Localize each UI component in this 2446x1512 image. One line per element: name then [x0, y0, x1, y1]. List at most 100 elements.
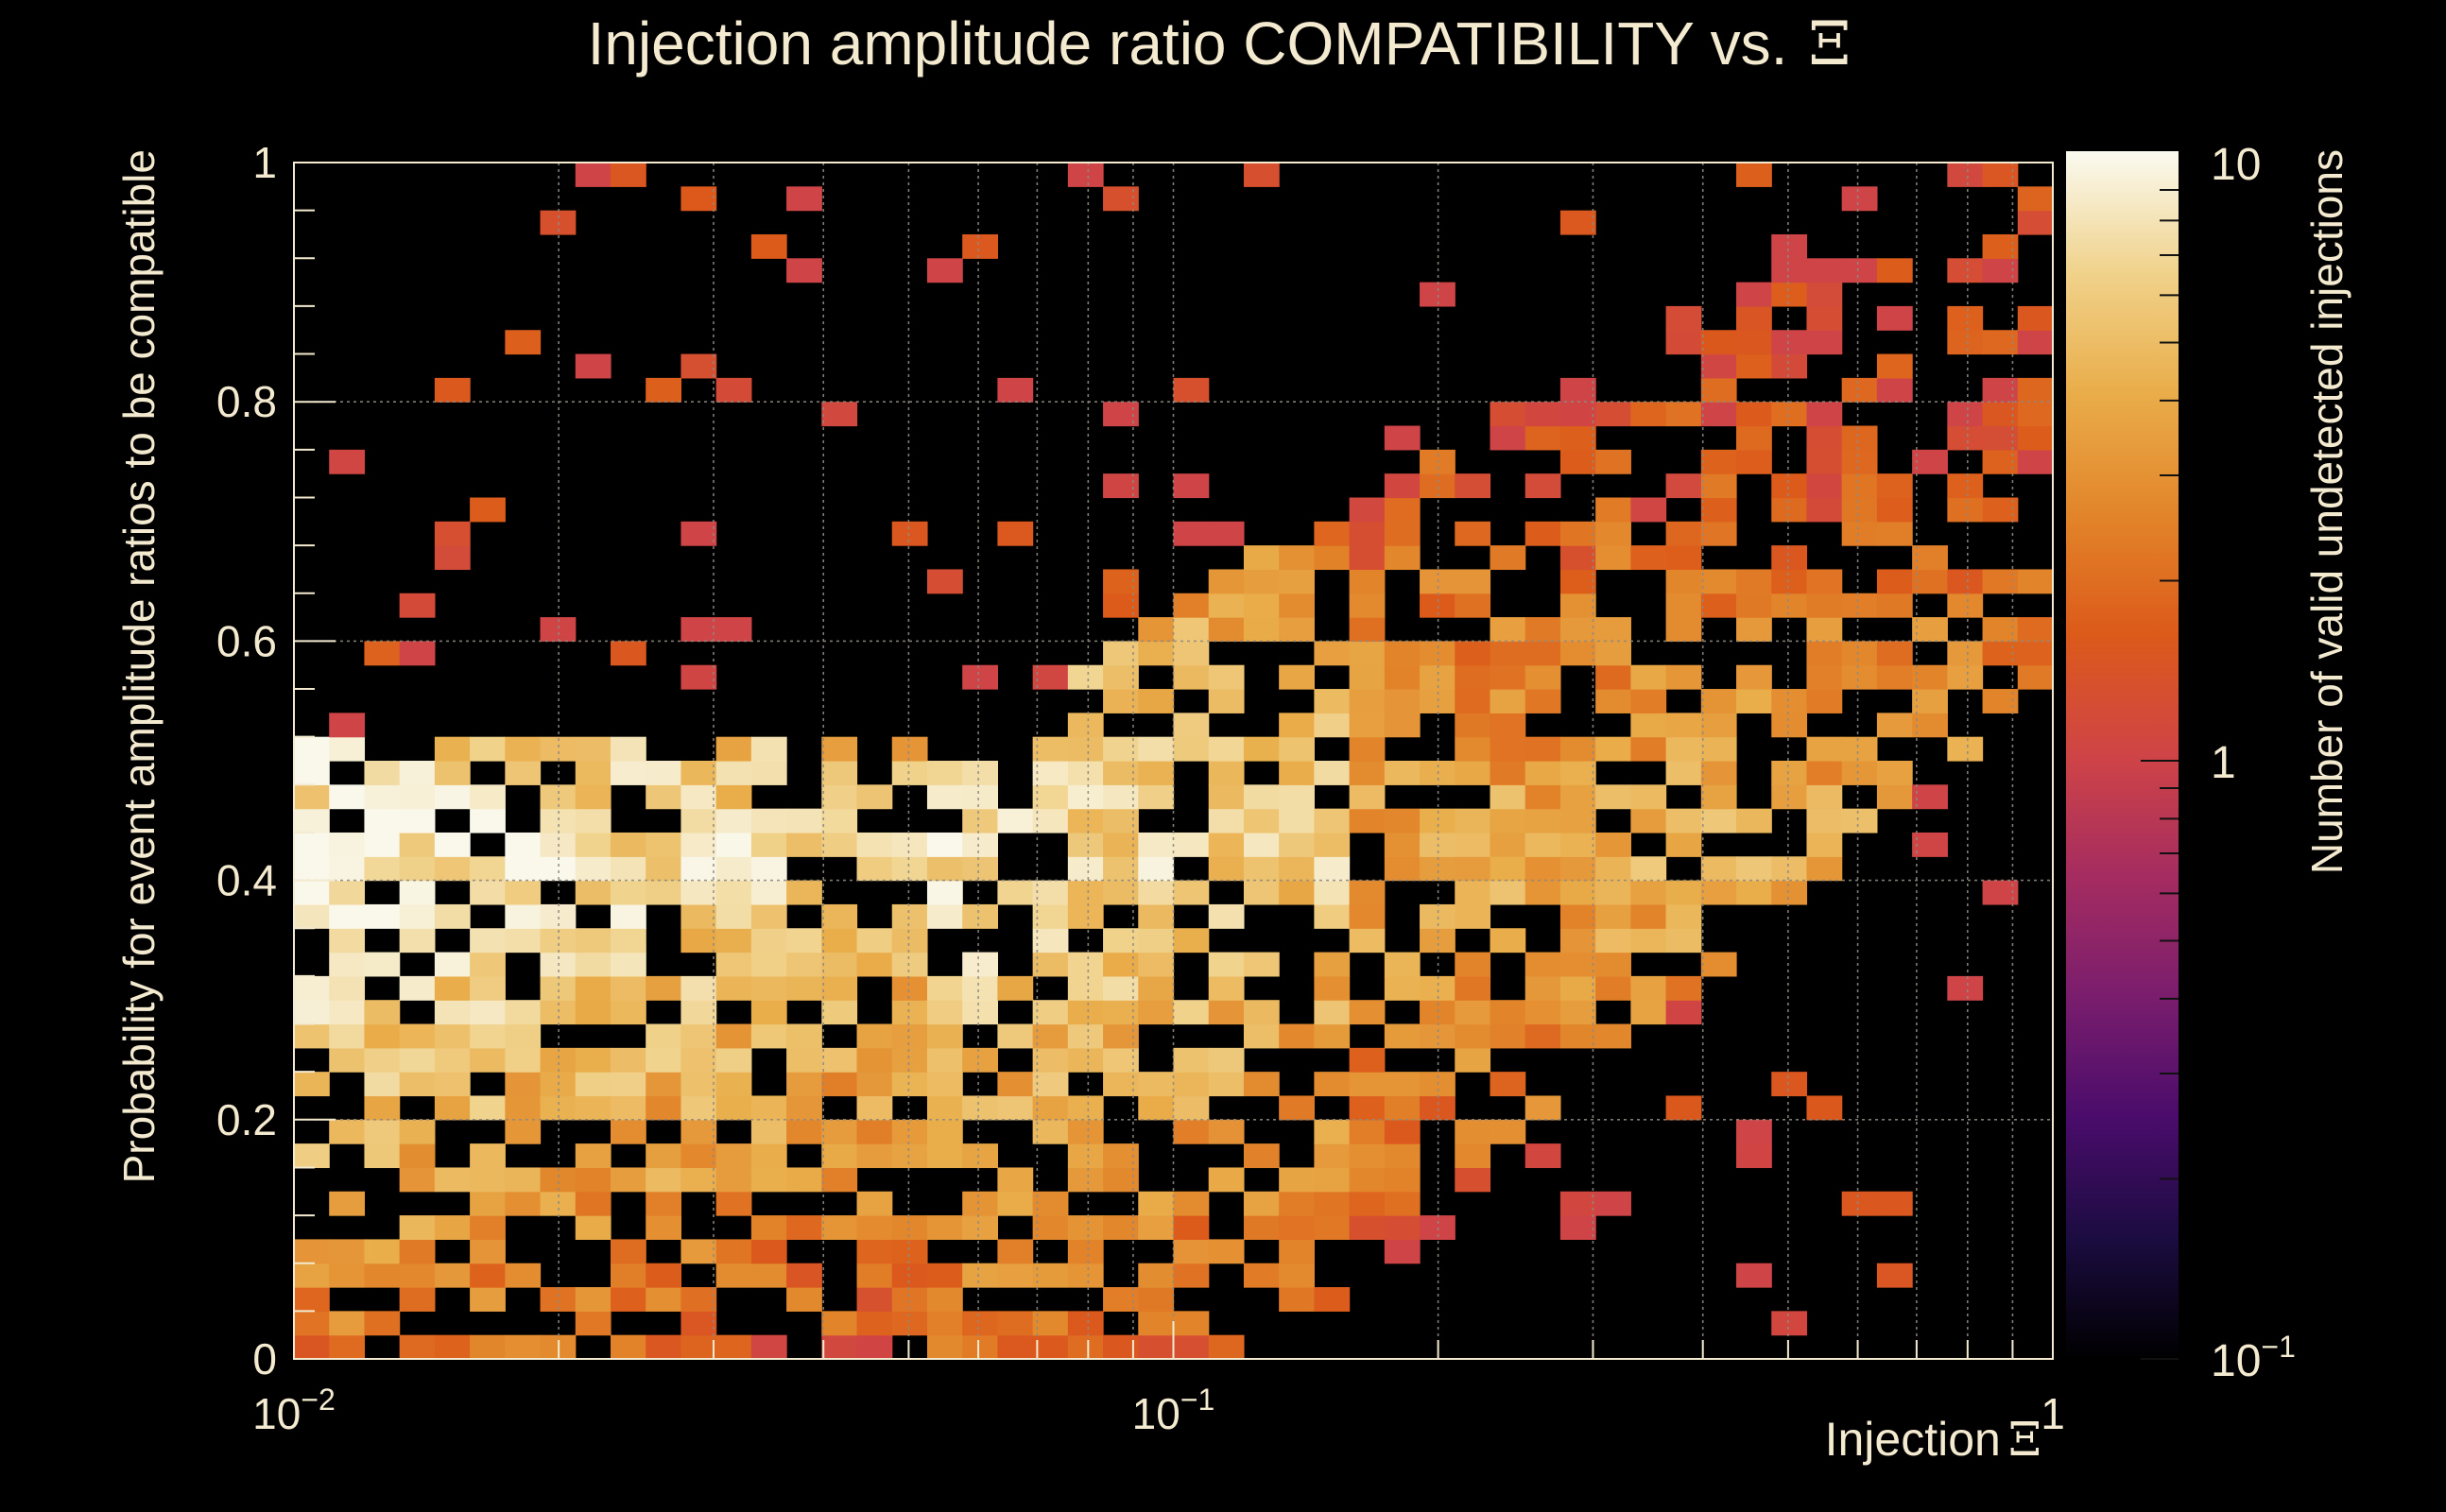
heatmap-cell: [364, 808, 401, 833]
heatmap-cell: [470, 1167, 506, 1193]
heatmap-cell: [821, 1143, 858, 1169]
heatmap-cell: [1665, 713, 1702, 738]
heatmap-cell: [1524, 1023, 1561, 1049]
heatmap-cell: [1349, 689, 1386, 713]
heatmap-cell: [997, 808, 1034, 833]
heatmap-cell: [1243, 952, 1280, 977]
heatmap-cell: [575, 1311, 612, 1336]
heatmap-cell: [1208, 832, 1245, 857]
heatmap-cell: [856, 1072, 893, 1097]
heatmap-cell: [962, 1263, 998, 1288]
heatmap-cell: [1841, 808, 1878, 833]
heatmap-cell: [1912, 713, 1948, 738]
heatmap-cell: [1524, 617, 1561, 642]
heatmap-cell: [1559, 1023, 1596, 1049]
heatmap-cell: [1173, 1095, 1210, 1121]
heatmap-cell: [1559, 975, 1596, 1001]
heatmap-cell: [1595, 784, 1631, 810]
heatmap-cell: [1243, 880, 1280, 905]
heatmap-cell: [646, 784, 682, 810]
heatmap-cell: [1490, 713, 1526, 738]
heatmap-cell: [1279, 545, 1315, 571]
heatmap-cell: [1490, 880, 1526, 905]
heatmap-cell: [1559, 449, 1596, 474]
heatmap-cell: [470, 497, 506, 523]
heatmap-cell: [646, 1095, 682, 1121]
heatmap-cell: [750, 856, 787, 882]
heatmap-cell: [715, 952, 752, 977]
heatmap-cell: [1700, 497, 1737, 523]
heatmap-cell: [1032, 761, 1069, 785]
heatmap-cell: [1736, 330, 1772, 355]
heatmap-cell: [1279, 1287, 1315, 1312]
heatmap-cell: [786, 975, 822, 1001]
heatmap-cell: [1032, 1311, 1069, 1336]
heatmap-cell: [1700, 353, 1737, 379]
heatmap-cell: [1208, 975, 1245, 1001]
heatmap-cell: [1595, 664, 1631, 690]
heatmap-cell: [891, 1000, 928, 1025]
heatmap-cell: [962, 903, 998, 929]
colorbar-tick-label: 10−1: [2211, 1330, 2296, 1386]
heatmap-cell: [1243, 1000, 1280, 1025]
heatmap-cell: [1490, 617, 1526, 642]
heatmap-cell: [1208, 1047, 1245, 1073]
heatmap-cell: [364, 761, 401, 785]
heatmap-cell: [575, 928, 612, 954]
heatmap-cell: [1665, 569, 1702, 594]
heatmap-cell: [997, 1311, 1034, 1336]
heatmap-cell: [821, 784, 858, 810]
heatmap-cell: [1595, 449, 1631, 474]
heatmap-cell: [1665, 928, 1702, 954]
heatmap-cell: [962, 1000, 998, 1025]
heatmap-cell: [610, 1119, 646, 1144]
heatmap-cell: [470, 1143, 506, 1169]
heatmap-cell: [1736, 282, 1772, 307]
heatmap-cell: [575, 1000, 612, 1025]
heatmap-cell: [715, 784, 752, 810]
heatmap-cell: [1700, 736, 1737, 762]
heatmap-cell: [1806, 569, 1843, 594]
heatmap-cell: [1771, 258, 1808, 284]
colorbar-tick-label: 10: [2211, 140, 2261, 190]
colorbar-label: Number of valid undetected injections: [2302, 149, 2351, 874]
heatmap-cell: [1173, 1311, 1210, 1336]
heatmap-cell: [329, 1239, 366, 1264]
heatmap-cell: [1349, 880, 1386, 905]
heatmap-cell: [786, 928, 822, 954]
heatmap-cell: [1630, 1000, 1667, 1025]
heatmap-cell: [1455, 808, 1491, 833]
heatmap-cell: [962, 1047, 998, 1073]
heatmap-cell: [1384, 497, 1421, 523]
heatmap-cell: [1243, 593, 1280, 618]
heatmap-cell: [575, 1191, 612, 1216]
heatmap-cell: [1384, 808, 1421, 833]
heatmap-cell: [1876, 593, 1913, 618]
heatmap-cell: [1736, 689, 1772, 713]
heatmap-cell: [750, 952, 787, 977]
heatmap-cell: [856, 784, 893, 810]
heatmap-cell: [1349, 761, 1386, 785]
heatmap-cell: [610, 1072, 646, 1097]
heatmap-cell: [505, 880, 542, 905]
heatmap-cell: [1032, 1215, 1069, 1240]
heatmap-cell: [1630, 903, 1667, 929]
heatmap-cell: [434, 832, 471, 857]
heatmap-cell: [1314, 832, 1351, 857]
heatmap-cell: [1138, 1334, 1175, 1360]
heatmap-cell: [1665, 832, 1702, 857]
heatmap-cell: [750, 1263, 787, 1288]
heatmap-cell: [1841, 425, 1878, 451]
heatmap-cell: [856, 832, 893, 857]
heatmap-cell: [1559, 377, 1596, 403]
heatmap-cell: [1806, 593, 1843, 618]
heatmap-cell: [1771, 330, 1808, 355]
heatmap-cell: [1314, 1000, 1351, 1025]
heatmap-cell: [1490, 545, 1526, 571]
heatmap-cell: [575, 353, 612, 379]
heatmap-cell: [434, 903, 471, 929]
heatmap-cell: [1173, 1215, 1210, 1240]
heatmap-cell: [1876, 473, 1913, 499]
heatmap-cell: [1455, 521, 1491, 546]
